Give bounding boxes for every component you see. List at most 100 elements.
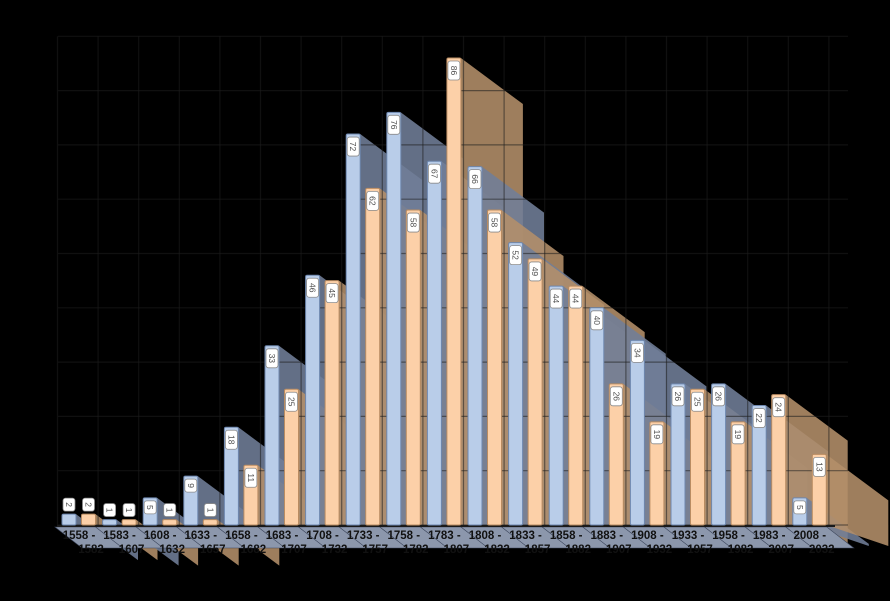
value-label: 58 <box>408 218 418 228</box>
bar-blue-series <box>426 160 442 526</box>
value-label-box <box>488 212 501 233</box>
x-axis-label-end: 1857 <box>525 544 551 556</box>
x-axis-label-end: 1782 <box>403 544 429 556</box>
value-label: 25 <box>287 397 297 407</box>
bar-orange-series <box>487 209 502 526</box>
x-axis-label-start: 1933 - <box>672 530 705 542</box>
value-label-box <box>772 397 786 418</box>
value-label: 34 <box>632 348 642 358</box>
value-label: 19 <box>733 430 743 440</box>
bar-orange-series <box>690 388 705 526</box>
bar-orange-series <box>771 394 787 526</box>
bar-blue-series <box>345 133 361 526</box>
bar-orange-series <box>365 187 381 526</box>
bar-orange-series <box>162 519 178 526</box>
x-axis-label-start: 1983 - <box>753 530 786 542</box>
bar-blue-series <box>629 339 645 526</box>
value-label: 11 <box>246 473 256 482</box>
x-axis-label-start: 1608 - <box>144 530 177 542</box>
value-label-box <box>569 288 583 309</box>
value-label: 5 <box>145 505 155 510</box>
bar-orange-series <box>608 383 624 526</box>
value-label: 76 <box>389 120 399 130</box>
value-labels-layer: 2 21 1519118113325464572627658678666585249… <box>62 60 826 517</box>
value-label: 67 <box>429 169 439 179</box>
value-label: 1 <box>124 508 134 513</box>
value-label-box <box>62 497 76 512</box>
x-axis-label-start: 1908 - <box>631 530 664 542</box>
value-label: 72 <box>348 142 358 152</box>
x-axis-label-start: 1858 - <box>550 530 583 542</box>
value-label-box <box>244 467 258 488</box>
x-axis-label-start: 1783 - <box>428 530 461 542</box>
x-axis-label-start: 1808 - <box>469 530 502 542</box>
bar-blue-series <box>102 519 118 526</box>
x-axis-labels-layer: 1558 - 1582 1583 - 1607 1608 - 1632 1633 - 1657… <box>63 530 835 556</box>
value-label-box <box>712 386 725 407</box>
value-label: 62 <box>368 196 378 206</box>
value-label-box <box>671 386 685 407</box>
floor-layer <box>54 525 855 549</box>
x-axis-label-end: 1607 <box>119 544 145 556</box>
x-axis-label-end: 2032 <box>809 544 835 556</box>
value-label-box <box>122 503 136 517</box>
bar-blue-series <box>61 513 77 526</box>
value-label: 45 <box>327 288 337 298</box>
value-label-box <box>793 500 807 515</box>
value-label-box <box>306 277 320 298</box>
value-label-box <box>528 261 542 282</box>
value-label: 2 <box>84 502 94 507</box>
x-axis-label-end: 1757 <box>362 544 388 556</box>
value-label-box <box>325 283 339 304</box>
value-label-box <box>387 114 401 135</box>
x-axis-label-end: 1732 <box>322 544 348 556</box>
value-label: 46 <box>308 283 318 293</box>
value-label-box <box>203 503 217 517</box>
value-label-box <box>447 60 461 81</box>
value-label-box <box>346 136 360 157</box>
bar-blue-series <box>264 345 280 526</box>
x-axis-label-end: 1807 <box>444 544 470 556</box>
value-label: 49 <box>530 267 540 277</box>
value-label-box <box>631 342 644 363</box>
value-label-box <box>509 245 523 266</box>
x-axis-label-start: 1633 - <box>184 530 217 542</box>
value-label-box <box>609 386 623 407</box>
bar-blue-series <box>589 307 605 526</box>
x-axis-label-start: 1733 - <box>347 530 380 542</box>
bar-blue-series <box>548 285 564 526</box>
x-axis-label-start: 1758 - <box>387 530 420 542</box>
value-label: 25 <box>693 397 703 407</box>
bar-blue-series <box>751 405 767 526</box>
value-label: 66 <box>470 174 480 184</box>
x-axis-label-end: 1657 <box>200 544 226 556</box>
value-label-box <box>549 288 563 309</box>
value-label: 44 <box>551 294 561 304</box>
x-axis-label-end: 2007 <box>768 544 794 556</box>
value-label: 86 <box>449 66 459 76</box>
x-axis-label-start: 1708 - <box>306 530 339 542</box>
value-label: 13 <box>814 462 824 472</box>
value-label-box <box>427 163 441 184</box>
value-label-box <box>143 500 157 515</box>
value-label: 18 <box>226 435 236 445</box>
value-label-box <box>103 503 116 517</box>
x-axis-label-start: 1558 - <box>63 530 96 542</box>
bar-blue-series <box>305 274 321 526</box>
bar-orange-series <box>81 513 96 526</box>
value-label-box <box>752 408 766 428</box>
bar-orange-series <box>446 57 462 526</box>
value-label: 33 <box>267 354 277 364</box>
x-axis-label-start: 1833 - <box>509 530 542 542</box>
x-axis-label-start: 2008 - <box>793 530 826 542</box>
x-axis-label-end: 1982 <box>728 544 754 556</box>
bar-orange-series <box>568 285 584 526</box>
value-label-box <box>265 348 279 369</box>
value-label-box <box>285 391 298 412</box>
bar-blue-series <box>467 166 483 526</box>
value-label: 44 <box>571 294 581 304</box>
value-label-box <box>468 169 482 190</box>
bar-orange-series <box>121 519 137 526</box>
value-label: 58 <box>490 218 500 228</box>
